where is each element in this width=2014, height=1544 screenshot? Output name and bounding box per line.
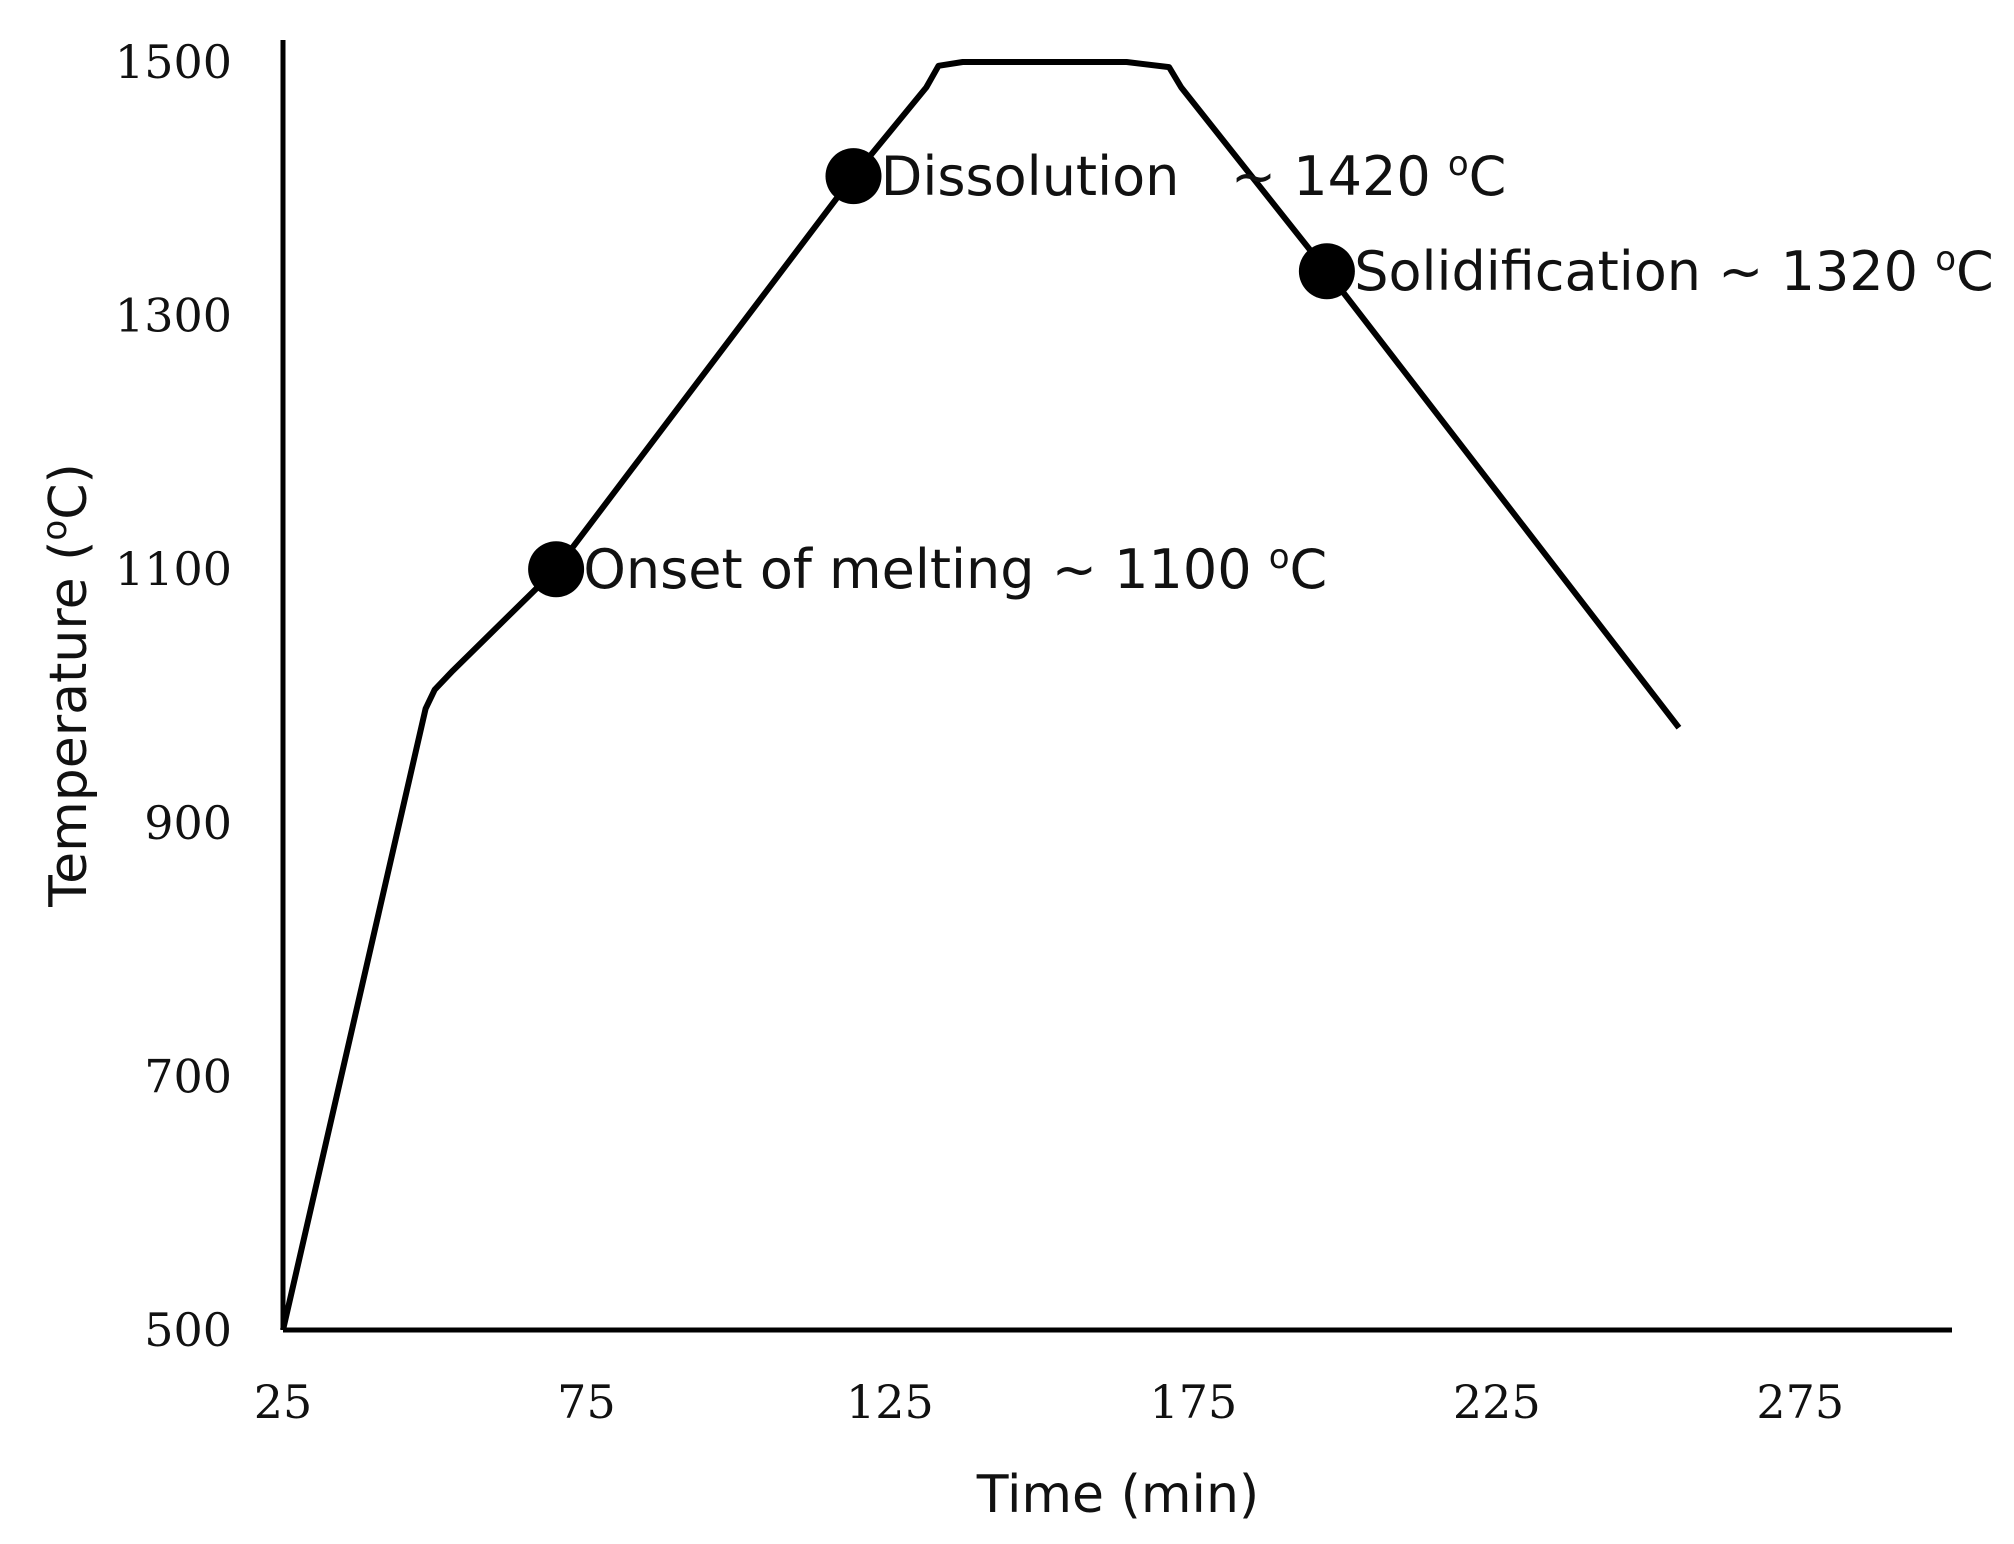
- y-tick-label: 1500: [115, 35, 232, 89]
- y-tick-label: 700: [144, 1049, 232, 1103]
- y-axis-title-suffix: C): [39, 463, 99, 520]
- y-axis-title-degree: o: [35, 520, 75, 541]
- y-axis-title-prefix: Temperature (: [39, 541, 99, 908]
- y-tick-label: 500: [144, 1303, 232, 1357]
- onset-marker: [528, 541, 585, 598]
- dissolution-marker: [825, 148, 882, 205]
- x-axis-tick-labels: 25 75 125 175 225 275: [254, 1375, 1844, 1429]
- x-tick-label: 275: [1756, 1375, 1844, 1429]
- y-axis-tick-labels: 500 700 900 1100 1300 1500: [115, 35, 232, 1357]
- y-tick-label: 900: [144, 796, 232, 850]
- x-tick-label: 25: [254, 1375, 313, 1429]
- y-axis-title: Temperature (oC): [35, 463, 99, 908]
- solidification-annotation: Solidification ~ 1320 oC: [1354, 239, 1994, 303]
- onset-annotation: Onset of melting ~ 1100 oC: [583, 537, 1327, 601]
- x-axis-title: Time (min): [976, 1465, 1259, 1525]
- temperature-series-line: [280, 59, 1682, 1331]
- x-tick-label: 225: [1453, 1375, 1541, 1429]
- y-tick-label: 1100: [115, 542, 232, 596]
- x-tick-label: 75: [557, 1375, 616, 1429]
- dissolution-annotation: Dissolution ~ 1420 oC: [881, 144, 1507, 208]
- x-tick-label: 125: [846, 1375, 934, 1429]
- x-tick-label: 175: [1149, 1375, 1237, 1429]
- markers-group: [528, 148, 1355, 598]
- solidification-marker: [1298, 243, 1355, 300]
- series-group: [280, 59, 1682, 1331]
- y-tick-label: 1300: [115, 289, 232, 343]
- annotations-group: Onset of melting ~ 1100 oC Dissolution ~ …: [583, 144, 1993, 601]
